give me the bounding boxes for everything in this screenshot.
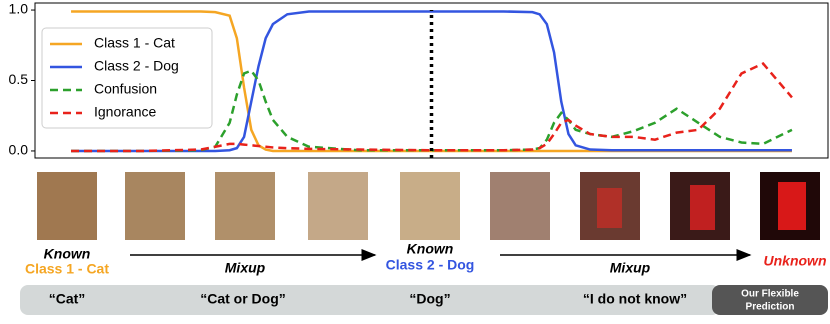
label: Known [407, 241, 454, 257]
label: Unknown [764, 253, 827, 269]
flexible-box [712, 285, 828, 315]
thumbnail [37, 172, 97, 240]
legend-box [41, 27, 213, 129]
thumbnail [215, 172, 275, 240]
series-line [71, 10, 792, 153]
series-line [71, 69, 793, 153]
y-tick-label: 1.0 [9, 1, 29, 17]
thumbnails [37, 172, 820, 240]
label: Class 2 - Dog [386, 257, 475, 273]
legend-label: Ignorance [94, 104, 156, 120]
label: Known [44, 246, 91, 262]
label: Mixup [225, 260, 266, 276]
thumbnail-detail [597, 188, 622, 228]
thumbnail [400, 172, 460, 240]
prediction: “Dog” [409, 291, 450, 307]
thumbnail-detail [690, 185, 715, 230]
thumbnail [308, 172, 368, 240]
prediction: “Cat or Dog” [200, 291, 286, 307]
label: Mixup [610, 260, 651, 276]
y-tick-label: 0.0 [9, 142, 29, 158]
legend-label: Class 2 - Dog [94, 58, 179, 74]
legend-label: Class 1 - Cat [94, 35, 175, 51]
thumbnail [490, 172, 550, 240]
prediction: “I do not know” [583, 291, 687, 307]
prediction: “Cat” [49, 291, 86, 307]
flexible-label: Our Flexible [741, 289, 799, 300]
series-line [71, 62, 793, 153]
thumbnail-detail [778, 182, 806, 230]
thumbnail [125, 172, 185, 240]
legend-label: Confusion [94, 81, 157, 97]
prediction-bar [20, 285, 720, 315]
flexible-label: Prediction [746, 302, 795, 313]
y-tick-label: 0.5 [9, 71, 29, 87]
label: Class 1 - Cat [25, 261, 109, 277]
